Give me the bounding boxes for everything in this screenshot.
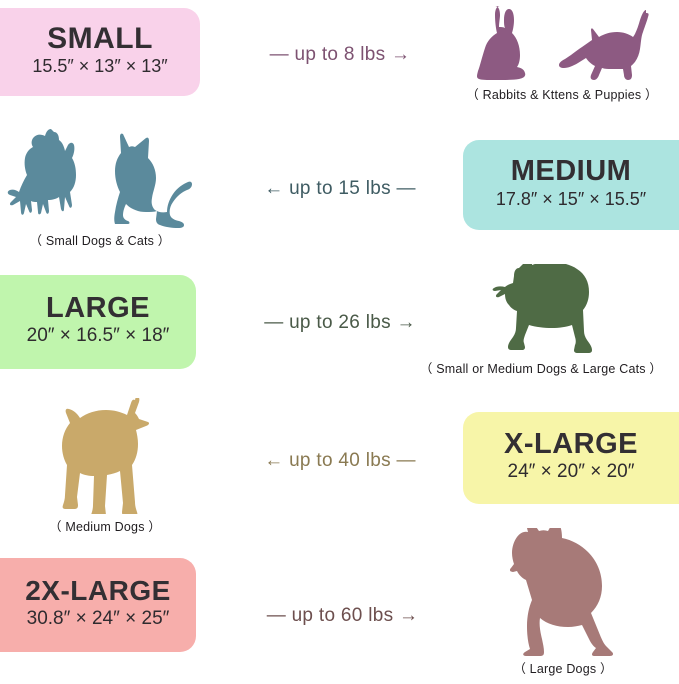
pet-silhouettes-small <box>474 4 650 82</box>
pet-caption-xlarge: （ Medium Dogs ） <box>48 520 162 534</box>
pet-group-xlarge: （ Medium Dogs ） <box>10 398 200 535</box>
rabbit-icon <box>477 6 526 80</box>
cat-icon <box>114 133 192 228</box>
weight-label-small: — up to 8 lbs → <box>269 44 411 65</box>
size-badge-medium-dimensions: 17.8″ × 15″ × 15.5″ <box>495 188 647 209</box>
size-badge-xxlarge-dimensions: 30.8″ × 24″ × 25″ <box>26 607 170 629</box>
size-badge-medium: MEDIUM 17.8″ × 15″ × 15.5″ <box>463 140 679 230</box>
size-badge-xlarge-dimensions: 24″ × 20″ × 20″ <box>507 461 635 483</box>
pet-caption-large: （ Small or Medium Dogs & Large Cats ） <box>419 362 663 376</box>
pet-caption-medium: （ Small Dogs & Cats ） <box>29 234 171 248</box>
size-badge-large-dimensions: 20″ × 16.5″ × 18″ <box>26 325 170 347</box>
weight-label-medium: ← up to 15 lbs — <box>264 178 416 199</box>
pet-caption-small: （ Rabbits & Kttens & Puppies ） <box>466 88 658 102</box>
bulldog-icon <box>492 264 592 353</box>
size-badge-small: SMALL 15.5″ × 13″ × 13″ <box>0 8 200 96</box>
size-badge-xxlarge-title: 2X-LARGE <box>25 575 171 607</box>
pet-caption-xxlarge: （ Large Dogs ） <box>513 662 613 676</box>
weight-label-large: — up to 26 lbs → <box>264 312 416 333</box>
pet-group-medium: （ Small Dogs & Cats ） <box>0 128 200 249</box>
size-badge-large-title: LARGE <box>46 291 150 324</box>
weight-label-xlarge: ← up to 40 lbs — <box>264 450 416 471</box>
weight-label-xxlarge: — up to 60 lbs → <box>266 605 419 626</box>
pet-silhouettes-xlarge <box>39 398 171 514</box>
size-badge-medium-title: MEDIUM <box>510 155 632 188</box>
size-badge-xlarge-title: X-LARGE <box>504 427 638 460</box>
size-badge-large: LARGE 20″ × 16.5″ × 18″ <box>0 275 196 369</box>
shiba-icon <box>62 398 150 514</box>
size-badge-small-title: SMALL <box>47 21 153 55</box>
pet-silhouettes-xxlarge <box>498 528 628 656</box>
pet-silhouettes-medium <box>7 128 193 228</box>
size-badge-xlarge: X-LARGE 24″ × 20″ × 20″ <box>463 412 679 504</box>
pet-silhouettes-large <box>481 264 601 356</box>
terrier-icon <box>7 129 76 215</box>
size-badge-xxlarge: 2X-LARGE 30.8″ × 24″ × 25″ <box>0 558 196 652</box>
pet-group-small: （ Rabbits & Kttens & Puppies ） <box>448 4 676 103</box>
size-badge-small-dimensions: 15.5″ × 13″ × 13″ <box>32 56 168 77</box>
kitten-icon <box>559 10 649 80</box>
pet-group-xxlarge: （ Large Dogs ） <box>455 528 671 677</box>
labrador-icon <box>509 528 614 656</box>
pet-group-large: （ Small or Medium Dogs & Large Cats ） <box>405 264 677 377</box>
